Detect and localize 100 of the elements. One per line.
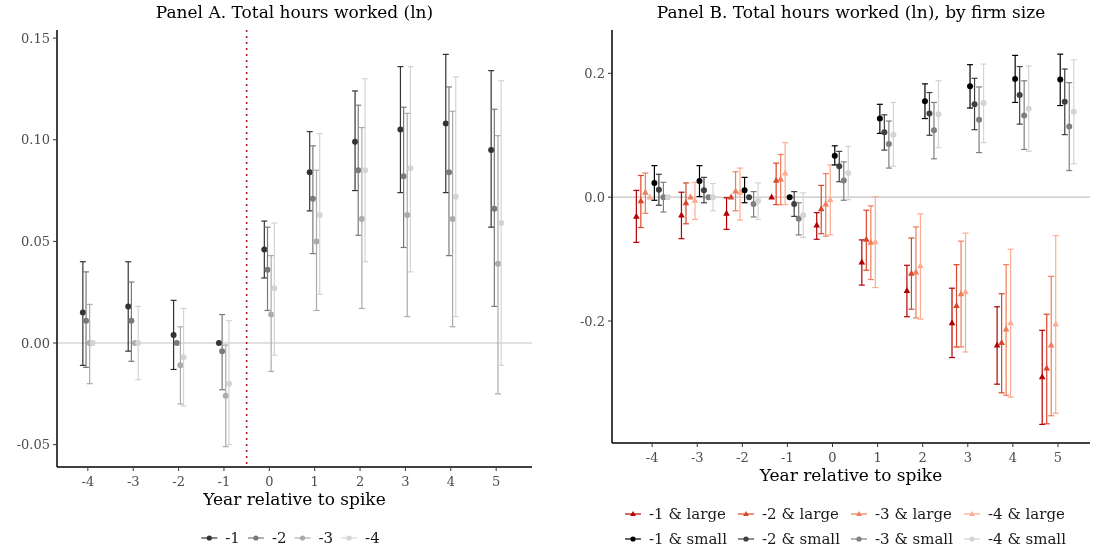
- point: [128, 317, 135, 324]
- legend-label: -2: [271, 529, 287, 547]
- point: [696, 178, 703, 185]
- point: [1012, 75, 1019, 82]
- point: [890, 131, 897, 138]
- legend-label: -4 & small: [988, 530, 1067, 548]
- point: [971, 101, 978, 108]
- point: [309, 195, 316, 202]
- legend-label: -1: [225, 529, 240, 547]
- point: [642, 188, 649, 195]
- point: [498, 220, 505, 227]
- point: [682, 199, 690, 206]
- point: [917, 262, 924, 269]
- x-tick-label: -4: [645, 450, 659, 465]
- x-tick-label: -1: [781, 450, 794, 465]
- legend-label: -3 & small: [875, 530, 954, 548]
- x-tick-label: -4: [81, 474, 95, 489]
- point: [651, 179, 658, 186]
- point: [1025, 105, 1032, 112]
- x-tick-label: 1: [873, 450, 882, 465]
- point: [452, 193, 459, 200]
- point: [691, 196, 699, 203]
- point: [967, 83, 974, 90]
- point: [633, 212, 640, 219]
- point: [1066, 123, 1073, 130]
- point: [225, 380, 232, 387]
- point: [755, 197, 762, 204]
- point: [1052, 320, 1060, 327]
- point: [400, 173, 407, 180]
- y-tick-label: 0.0: [584, 189, 605, 205]
- legend-label: -1 & small: [649, 530, 728, 548]
- point: [858, 258, 866, 265]
- point: [786, 194, 793, 201]
- point: [817, 205, 825, 212]
- point: [741, 187, 748, 194]
- point: [678, 211, 685, 218]
- x-tick-label: -3: [126, 474, 140, 489]
- x-tick-label: 0: [265, 474, 274, 489]
- y-tick-label: 0.10: [21, 132, 50, 148]
- point: [488, 146, 495, 153]
- point: [316, 211, 323, 218]
- y-tick-label: 0.15: [21, 30, 50, 46]
- point: [700, 187, 707, 194]
- x-tick-label: 1: [310, 474, 319, 489]
- point: [795, 215, 802, 222]
- legend-label: -2 & small: [762, 530, 841, 548]
- point: [750, 200, 757, 207]
- point: [215, 340, 222, 347]
- point: [845, 170, 852, 177]
- point: [1061, 98, 1068, 105]
- point: [926, 110, 933, 117]
- point: [222, 392, 229, 399]
- x-tick-label: 3: [963, 450, 972, 465]
- point: [687, 193, 694, 200]
- legend-label: -4: [365, 529, 380, 547]
- point: [655, 186, 662, 193]
- point: [264, 266, 271, 273]
- x-tick-label: 4: [446, 474, 455, 489]
- y-tick-label: -0.05: [16, 437, 50, 453]
- chart-title: Panel A. Total hours worked (ln): [155, 2, 434, 22]
- point: [1070, 108, 1077, 115]
- point: [449, 216, 456, 223]
- point: [646, 193, 654, 200]
- chart-title: Panel B. Total hours worked (ln), by firm size: [656, 2, 1046, 22]
- point: [313, 238, 320, 245]
- point: [826, 196, 834, 203]
- point: [1057, 76, 1064, 83]
- point: [948, 319, 956, 326]
- point: [352, 138, 359, 145]
- point: [872, 238, 879, 245]
- point: [935, 111, 942, 118]
- point: [736, 188, 744, 195]
- point: [908, 269, 915, 276]
- point: [1007, 319, 1014, 326]
- point: [358, 216, 365, 223]
- point: [125, 303, 132, 310]
- point: [746, 194, 753, 201]
- point: [1038, 373, 1046, 380]
- point: [404, 211, 411, 218]
- x-tick-label: 3: [401, 474, 410, 489]
- x-tick-label: -1: [217, 474, 231, 489]
- point: [177, 362, 184, 369]
- point: [491, 205, 498, 212]
- point: [219, 348, 226, 355]
- legend-label: -3 & large: [875, 505, 953, 523]
- x-tick-label: -2: [735, 450, 749, 465]
- y-tick-label: 0.00: [21, 335, 50, 351]
- x-tick-label: 5: [1053, 450, 1063, 465]
- point: [1016, 92, 1023, 99]
- point: [881, 129, 888, 136]
- point: [1021, 112, 1028, 119]
- legend-label: -4 & large: [988, 505, 1066, 523]
- point: [637, 197, 645, 204]
- point: [800, 212, 807, 219]
- point: [362, 167, 369, 174]
- point: [957, 290, 965, 297]
- x-tick-label: -3: [690, 450, 704, 465]
- point: [976, 116, 983, 123]
- point: [998, 339, 1005, 346]
- point: [445, 169, 452, 176]
